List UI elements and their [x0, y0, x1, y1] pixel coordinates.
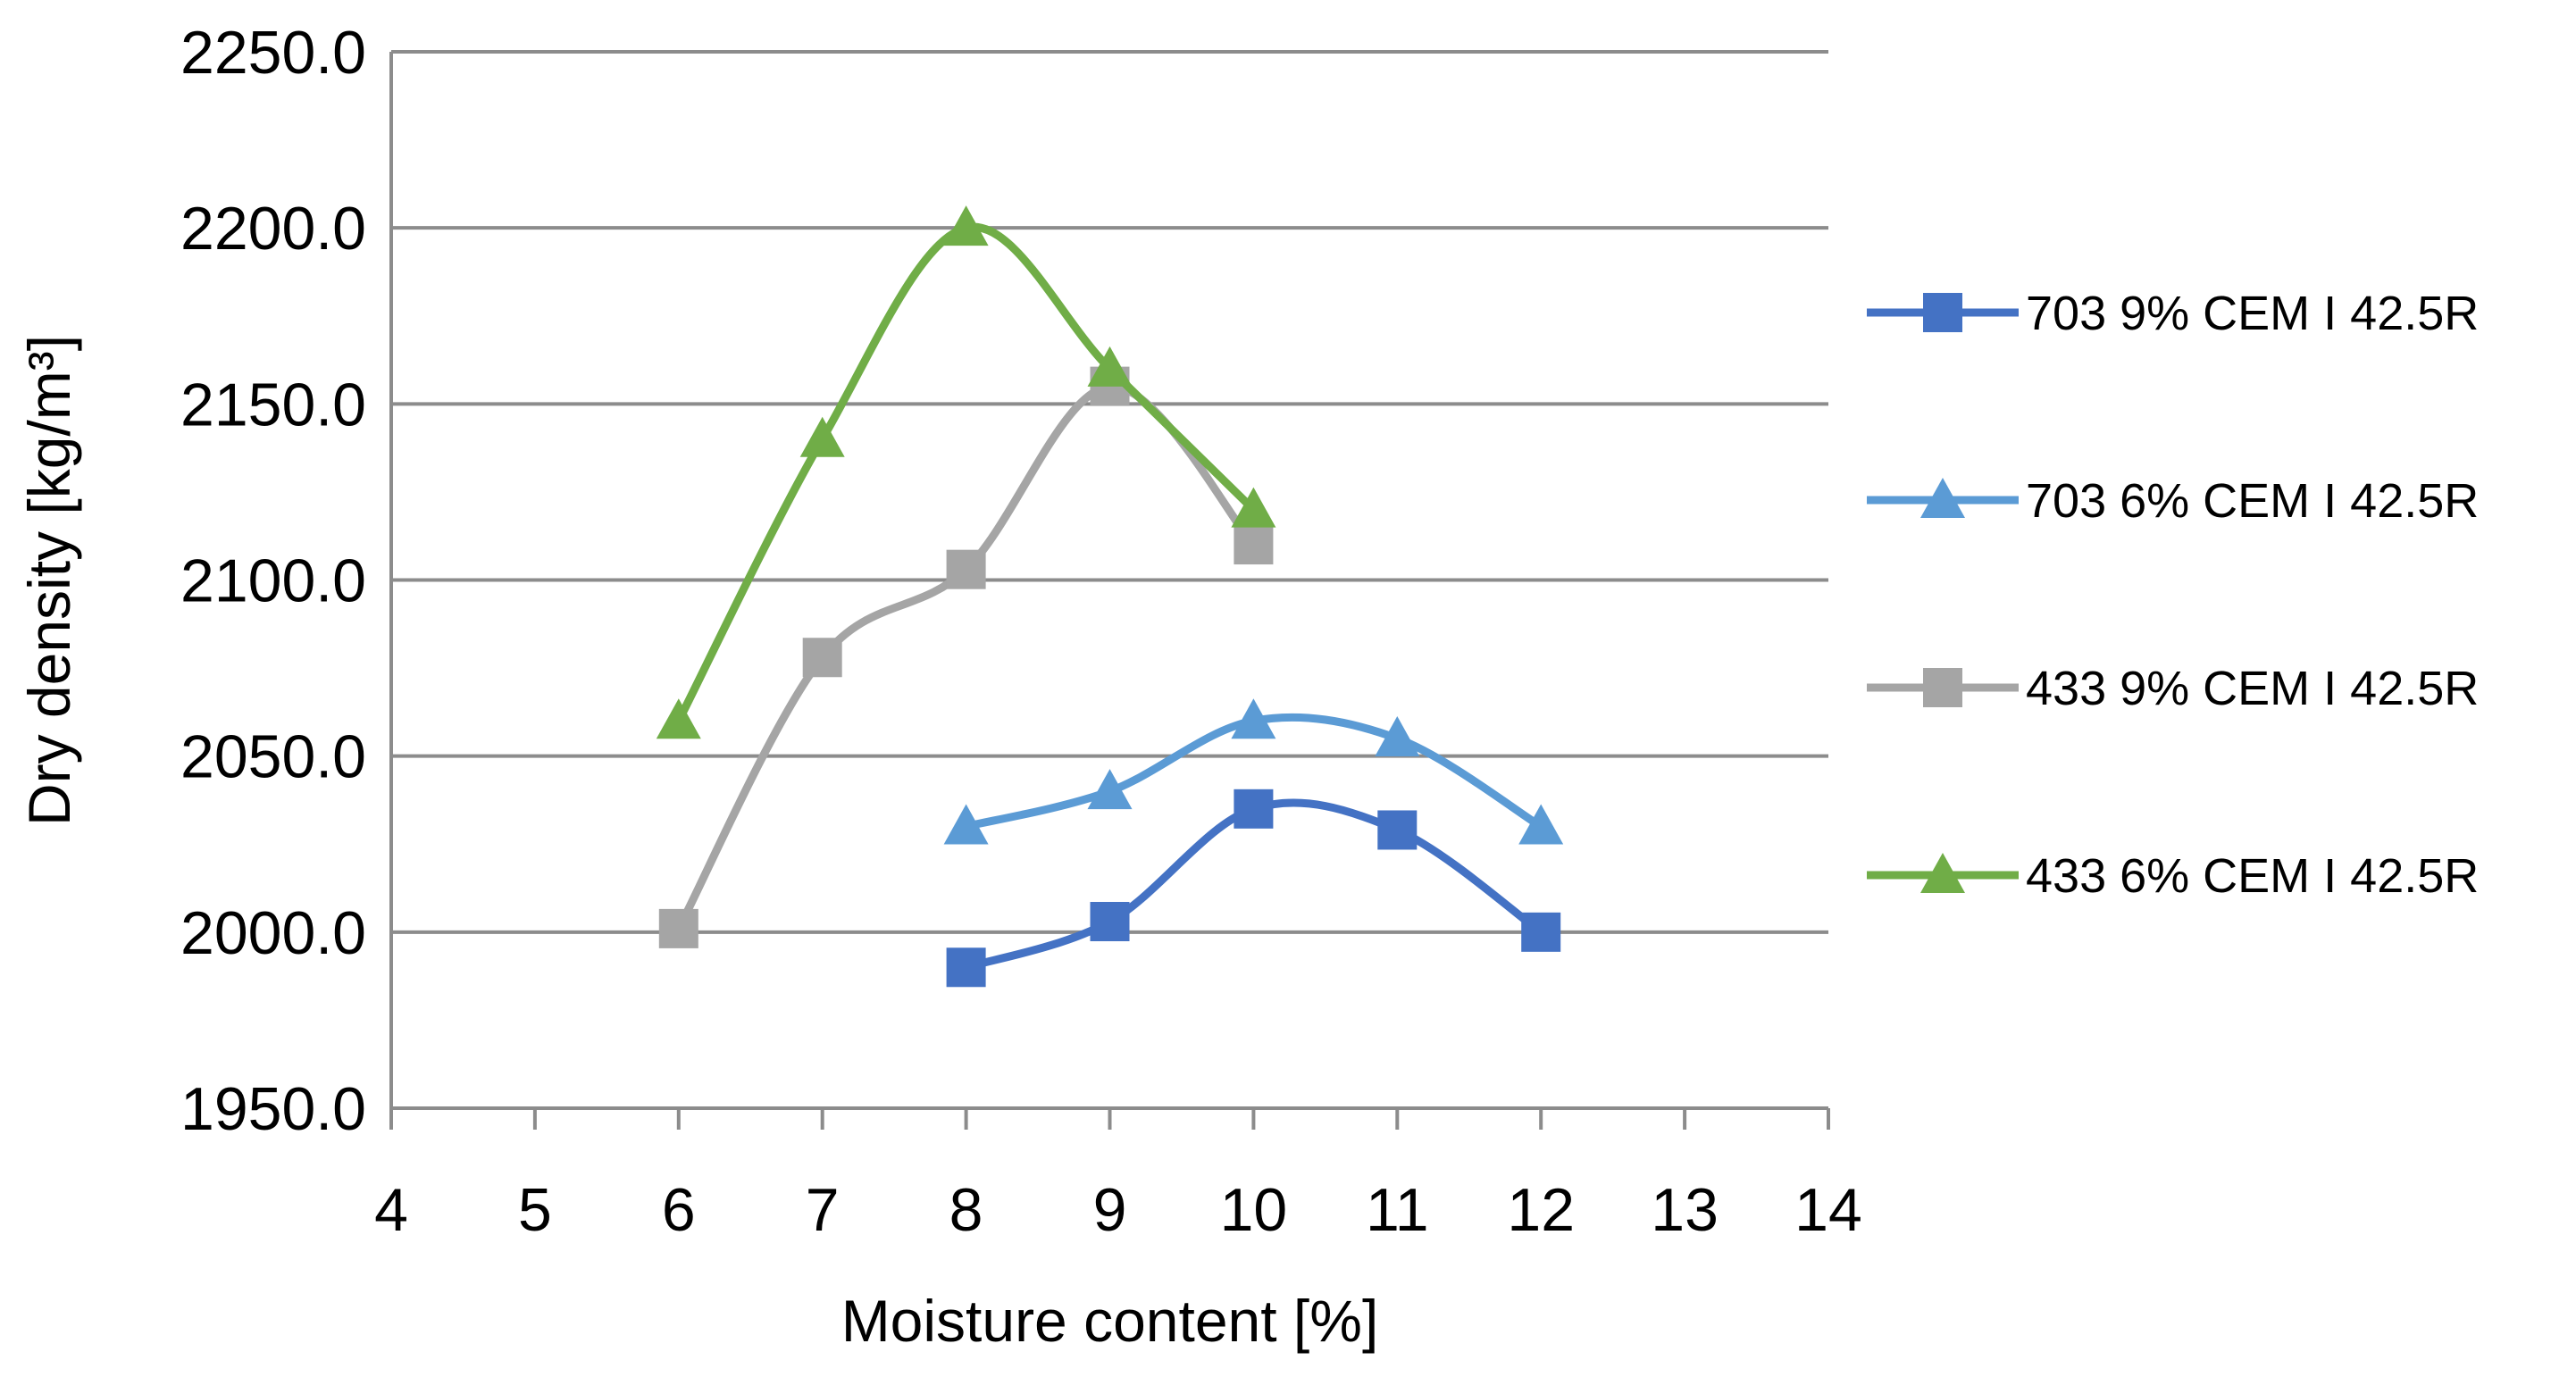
- x-tick-label-10: 14: [1794, 1176, 1862, 1244]
- x-axis-title: Moisture content [%]: [841, 1288, 1379, 1354]
- series-2-point-0: [658, 908, 698, 948]
- y-tick-label-1: 2000.0: [180, 899, 366, 967]
- x-tick-label-8: 12: [1507, 1176, 1575, 1244]
- legend-marker-2: [1923, 668, 1962, 707]
- series-1-point-1: [1087, 769, 1133, 810]
- series-1-point-3: [1375, 715, 1420, 756]
- y-tick-label-0: 1950.0: [180, 1075, 366, 1143]
- x-tick-label-5: 9: [1093, 1176, 1127, 1244]
- axes: [389, 52, 1830, 1130]
- series-1: [943, 698, 1564, 845]
- y-tick-label-2: 2050.0: [180, 723, 366, 791]
- legend-label-2: 433 9% CEM I 42.5R: [2026, 662, 2479, 715]
- series-2-point-4: [1234, 525, 1274, 565]
- series-3-point-0: [656, 698, 701, 739]
- y-tick-label-3: 2100.0: [180, 547, 366, 615]
- legend-item-1: 703 6% CEM I 42.5R: [1867, 474, 2479, 528]
- y-tick-label-6: 2250.0: [180, 19, 366, 87]
- series-line-2: [674, 382, 1258, 933]
- legend-marker-0: [1923, 293, 1962, 332]
- gridlines: [391, 50, 1828, 934]
- series-0-point-1: [1090, 902, 1130, 942]
- legend: 703 9% CEM I 42.5R 703 6% CEM I 42.5R 433 …: [1867, 287, 2479, 903]
- x-tick-label-0: 4: [374, 1176, 408, 1244]
- series-0-point-3: [1377, 810, 1418, 850]
- legend-item-2: 433 9% CEM I 42.5R: [1867, 662, 2479, 715]
- series-0-point-0: [946, 947, 986, 988]
- x-tick-label-7: 11: [1366, 1176, 1429, 1244]
- series-2-point-1: [802, 638, 842, 678]
- y-axis-title: Dry density [kg/m³]: [16, 335, 82, 826]
- series-0-point-2: [1234, 789, 1274, 829]
- x-tick-label-9: 13: [1651, 1176, 1719, 1244]
- series-3-point-4: [1231, 487, 1276, 528]
- legend-label-1: 703 6% CEM I 42.5R: [2026, 474, 2479, 528]
- legend-marker-1: [1920, 478, 1965, 518]
- series-2-point-2: [946, 549, 986, 589]
- series-3-point-3: [1087, 346, 1133, 387]
- series-0: [946, 789, 1561, 988]
- series-1-point-4: [1518, 804, 1564, 845]
- x-tick-label-2: 6: [662, 1176, 696, 1244]
- series-3: [656, 205, 1276, 739]
- series-1-point-2: [1231, 698, 1276, 739]
- series-0-point-4: [1521, 912, 1561, 952]
- series-1-point-0: [943, 804, 989, 845]
- series-3-point-2: [943, 205, 989, 246]
- x-tick-label-4: 8: [949, 1176, 983, 1244]
- legend-label-0: 703 9% CEM I 42.5R: [2026, 287, 2479, 340]
- legend-item-0: 703 9% CEM I 42.5R: [1867, 287, 2479, 340]
- legend-marker-3: [1920, 853, 1965, 893]
- x-tick-label-6: 10: [1220, 1176, 1288, 1244]
- series-group: [656, 205, 1564, 988]
- series-3-point-1: [799, 416, 845, 457]
- legend-item-3: 433 6% CEM I 42.5R: [1867, 849, 2479, 903]
- y-tick-label-5: 2200.0: [180, 195, 366, 263]
- legend-label-3: 433 6% CEM I 42.5R: [2026, 849, 2479, 903]
- y-tick-label-4: 2150.0: [180, 371, 366, 438]
- x-tick-label-3: 7: [806, 1176, 840, 1244]
- x-tick-label-1: 5: [518, 1176, 552, 1244]
- tick-labels: 1950.0 2000.0 2050.0 2100.0 2150.0 2200.0 2250…: [180, 19, 1862, 1244]
- series-line-3: [674, 222, 1258, 725]
